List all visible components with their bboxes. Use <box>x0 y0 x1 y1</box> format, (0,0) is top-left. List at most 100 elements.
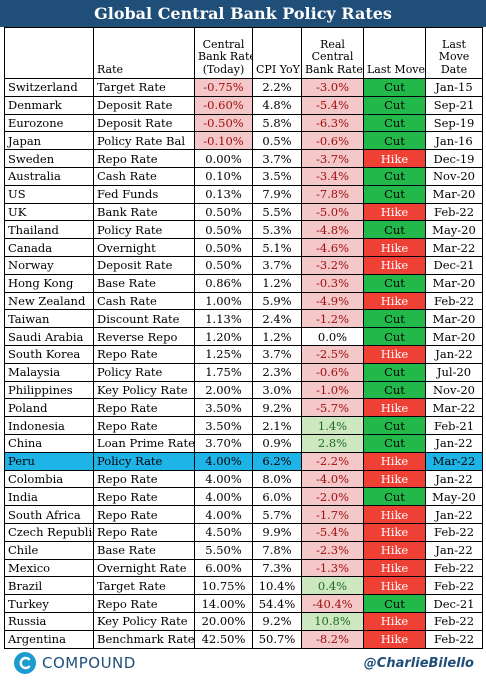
cell-central-bank-rate: 3.50% <box>194 416 253 435</box>
table-row: Malaysia Policy Rate 1.75% 2.3% -0.6% Cut Jul-… <box>4 362 483 382</box>
cell-rate-name: Discount Rate <box>93 309 195 329</box>
cell-last-move-date: Dec-21 <box>425 255 483 275</box>
cell-country: Denmark <box>4 95 94 115</box>
cell-real-rate: -3.2% <box>301 255 364 275</box>
cell-real-rate: -4.8% <box>301 220 364 240</box>
cell-country: Switzerland <box>4 78 94 97</box>
page-title: Global Central Bank Policy Rates <box>0 0 486 27</box>
cell-last-move: Cut <box>363 380 426 400</box>
cell-last-move: Hike <box>363 255 426 275</box>
table-row: Peru Policy Rate 4.00% 6.2% -2.2% Hike Mar-22 <box>4 451 483 471</box>
cell-rate-name: Overnight <box>93 238 195 257</box>
header-last-move: Last Move <box>363 27 426 79</box>
cell-last-move-date: Feb-22 <box>425 202 483 222</box>
cell-central-bank-rate: -0.10% <box>194 131 253 151</box>
cell-last-move-date: Jan-22 <box>425 540 483 560</box>
cell-rate-name: Policy Rate <box>93 362 195 382</box>
cell-rate-name: Base Rate <box>93 273 195 293</box>
cell-real-rate: -1.2% <box>301 309 364 329</box>
cell-cpi: 5.3% <box>252 220 302 240</box>
cell-central-bank-rate: -0.50% <box>194 113 253 133</box>
cell-rate-name: Base Rate <box>93 540 195 560</box>
cell-cpi: 6.0% <box>252 487 302 507</box>
header-real-line3: Bank Rate <box>305 62 363 76</box>
cell-last-move-date: Jan-22 <box>425 344 483 364</box>
cell-cpi: 4.8% <box>252 95 302 115</box>
header-central-bank-rate: Central Bank Rate (Today) <box>194 27 253 79</box>
cell-rate-name: Bank Rate <box>93 202 195 222</box>
cell-cpi: 50.7% <box>252 629 302 649</box>
cell-central-bank-rate: 1.75% <box>194 362 253 382</box>
cell-last-move: Hike <box>363 344 426 364</box>
cell-central-bank-rate: 0.50% <box>194 255 253 275</box>
cell-country: Chile <box>4 540 94 560</box>
cell-last-move: Cut <box>363 594 426 613</box>
table-row: Turkey Repo Rate 14.00% 54.4% -40.4% Cut Dec-2… <box>4 594 483 613</box>
table-row: Indonesia Repo Rate 3.50% 2.1% 1.4% Cut Feb-21 <box>4 416 483 435</box>
cell-real-rate: -5.0% <box>301 202 364 222</box>
cell-central-bank-rate: 14.00% <box>194 594 253 613</box>
cell-cpi: 3.7% <box>252 149 302 168</box>
cell-real-rate: -4.9% <box>301 291 364 311</box>
cell-last-move-date: Mar-20 <box>425 309 483 329</box>
cell-central-bank-rate: 4.00% <box>194 505 253 524</box>
cell-cpi: 0.5% <box>252 131 302 151</box>
cell-country: Canada <box>4 238 94 257</box>
table-row: Eurozone Deposit Rate -0.50% 5.8% -6.3% Cut Se… <box>4 113 483 133</box>
cell-central-bank-rate: 1.20% <box>194 327 253 346</box>
cell-real-rate: -4.0% <box>301 469 364 489</box>
cell-central-bank-rate: 5.50% <box>194 540 253 560</box>
table-row: South Africa Repo Rate 4.00% 5.7% -1.7% Hike J… <box>4 505 483 524</box>
cell-last-move-date: May-20 <box>425 487 483 507</box>
cell-last-move: Cut <box>363 416 426 435</box>
table-row: South Korea Repo Rate 1.25% 3.7% -2.5% Hike Ja… <box>4 344 483 364</box>
cell-last-move-date: Feb-22 <box>425 558 483 578</box>
table-row: Colombia Repo Rate 4.00% 8.0% -4.0% Hike Jan-2… <box>4 469 483 489</box>
table-row: Hong Kong Base Rate 0.86% 1.2% -0.3% Cut Mar-2… <box>4 273 483 293</box>
cell-country: Sweden <box>4 149 94 168</box>
cell-real-rate: -0.3% <box>301 273 364 293</box>
header-rate-label: Rate <box>97 62 124 76</box>
cell-country: Australia <box>4 166 94 186</box>
table-row: Norway Deposit Rate 0.50% 3.7% -3.2% Hike Dec-… <box>4 255 483 275</box>
cell-country: Mexico <box>4 558 94 578</box>
table-row: Canada Overnight 0.50% 5.1% -4.6% Hike Mar-22 <box>4 238 483 257</box>
cell-rate-name: Fed Funds <box>93 184 195 204</box>
header-date-line2: Move <box>438 50 470 63</box>
cell-real-rate: -5.4% <box>301 95 364 115</box>
cell-last-move-date: Feb-22 <box>425 291 483 311</box>
cell-country: Hong Kong <box>4 273 94 293</box>
cell-last-move: Hike <box>363 202 426 222</box>
cell-country: South Africa <box>4 505 94 524</box>
cell-last-move: Cut <box>363 362 426 382</box>
header-real-line1: Real <box>320 37 345 51</box>
header-cbr-line1: Central <box>202 37 245 51</box>
header-cpi: CPI YoY <box>252 27 302 79</box>
cell-real-rate: -7.8% <box>301 184 364 204</box>
cell-real-rate: -2.2% <box>301 451 364 471</box>
cell-last-move-date: Nov-20 <box>425 166 483 186</box>
table-row: US Fed Funds 0.13% 7.9% -7.8% Cut Mar-20 <box>4 184 483 204</box>
header-cbr-line2: Bank Rate <box>198 50 253 63</box>
cell-real-rate: -5.7% <box>301 398 364 418</box>
cell-central-bank-rate: 4.00% <box>194 469 253 489</box>
cell-last-move-date: Feb-22 <box>425 611 483 631</box>
table-row: Denmark Deposit Rate -0.60% 4.8% -5.4% Cut Sep… <box>4 95 483 115</box>
cell-country: Philippines <box>4 380 94 400</box>
cell-central-bank-rate: 0.00% <box>194 149 253 168</box>
cell-last-move: Cut <box>363 95 426 115</box>
cell-rate-name: Cash Rate <box>93 166 195 186</box>
cell-rate-name: Repo Rate <box>93 398 195 418</box>
cell-cpi: 54.4% <box>252 594 302 613</box>
header-real-rate: Real Central Bank Rate <box>301 27 364 79</box>
cell-country: New Zealand <box>4 291 94 311</box>
cell-real-rate: -3.4% <box>301 166 364 186</box>
cell-rate-name: Repo Rate <box>93 522 195 542</box>
table-row: Russia Key Policy Rate 20.00% 9.2% 10.8% Hike… <box>4 611 483 631</box>
cell-last-move-date: Mar-20 <box>425 273 483 293</box>
cell-rate-name: Repo Rate <box>93 149 195 168</box>
cell-rate-name: Deposit Rate <box>93 113 195 133</box>
cell-real-rate: -3.0% <box>301 78 364 97</box>
cell-last-move: Cut <box>363 487 426 507</box>
